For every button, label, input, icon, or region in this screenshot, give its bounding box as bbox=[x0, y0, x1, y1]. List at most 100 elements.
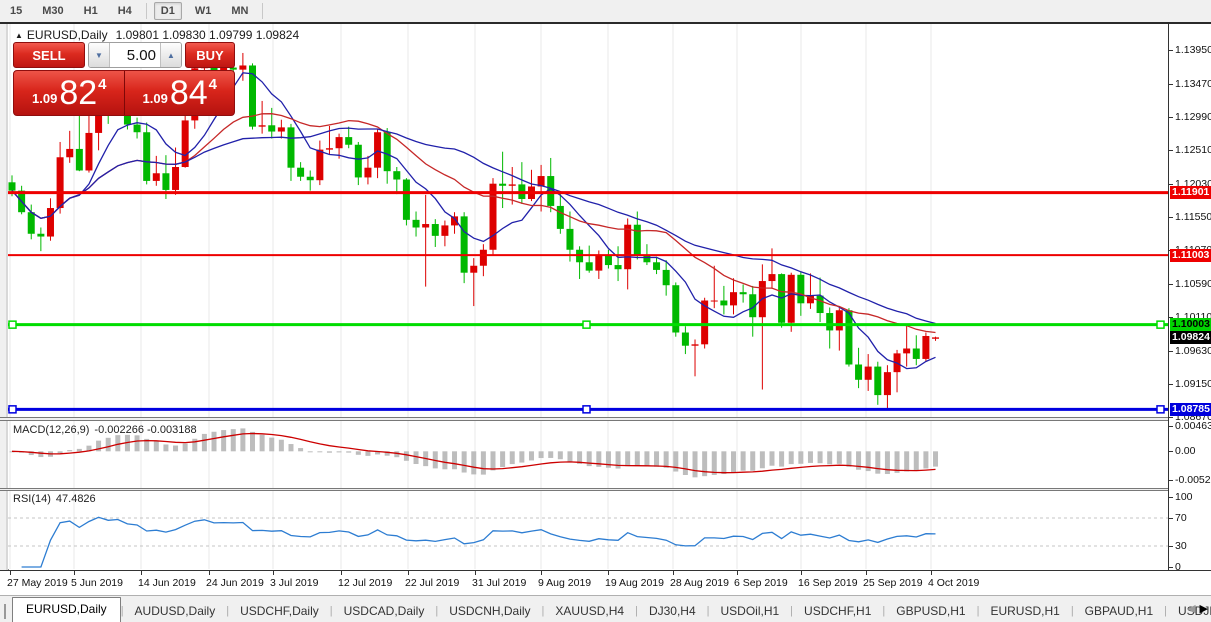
tab-gbpaud-h1[interactable]: GBPAUD,H1 bbox=[1084, 604, 1154, 618]
collapse-icon[interactable]: ▲ bbox=[15, 31, 23, 40]
macd-bar bbox=[221, 430, 227, 452]
candle-body bbox=[8, 182, 16, 191]
tab-dj30-h4[interactable]: DJ30,H4 bbox=[648, 604, 696, 618]
moving-average-line[interactable] bbox=[11, 127, 936, 325]
macd-bar bbox=[365, 451, 371, 456]
candle-body bbox=[181, 120, 189, 168]
price-tick-mark bbox=[1169, 183, 1173, 185]
tab-audusd-daily[interactable]: AUDUSD,Daily bbox=[134, 604, 216, 618]
rsi-tick-mark bbox=[1169, 567, 1173, 568]
rsi-pane[interactable] bbox=[8, 491, 1168, 569]
line-handle[interactable] bbox=[582, 405, 591, 414]
price-axis[interactable]: 1.13950 1.13470 1.12990 1.12510 1.12030 1.115… bbox=[1168, 24, 1211, 570]
price-tick-mark bbox=[1169, 383, 1173, 385]
rsi-tick-mark bbox=[1169, 497, 1173, 498]
tabs-grip[interactable] bbox=[4, 604, 6, 619]
candle-body bbox=[268, 125, 276, 132]
macd-tick-mark bbox=[1169, 480, 1173, 482]
tab-scroll-left-icon[interactable]: ◀ bbox=[1187, 603, 1196, 615]
macd-bar bbox=[326, 451, 332, 453]
timeframe-button-w1[interactable]: W1 bbox=[194, 5, 212, 17]
timeframe-button-h4[interactable]: H4 bbox=[117, 5, 132, 17]
sell-button[interactable]: SELL bbox=[13, 42, 85, 68]
date-axis[interactable]: 27 May 2019 5 Jun 2019 14 Jun 2019 24 Jun 2… bbox=[0, 570, 1211, 595]
chart-title: ▲ EURUSD,Daily 1.09801 1.09830 1.09799 1.0… bbox=[15, 28, 299, 42]
candle-body bbox=[614, 265, 622, 270]
candle-body bbox=[306, 176, 314, 181]
volume-decrease-icon[interactable]: ▼ bbox=[89, 43, 110, 67]
macd-bar bbox=[240, 428, 246, 452]
sell-price[interactable]: 1.09 82 4 bbox=[14, 71, 125, 115]
timeframe-button-mn[interactable]: MN bbox=[231, 5, 249, 17]
macd-bar bbox=[923, 451, 929, 469]
macd-bar bbox=[788, 451, 794, 465]
candle-body bbox=[903, 348, 911, 354]
macd-bar bbox=[807, 451, 813, 463]
line-handle[interactable] bbox=[8, 405, 17, 414]
date-tick-label: 14 Jun 2019 bbox=[138, 577, 196, 589]
macd-pane[interactable] bbox=[8, 421, 1168, 488]
candles bbox=[8, 43, 940, 410]
macd-bar bbox=[740, 451, 746, 471]
date-tick-label: 24 Jun 2019 bbox=[206, 577, 264, 589]
price-badge: 1.08785 bbox=[1170, 402, 1211, 416]
buy-button[interactable]: BUY bbox=[185, 42, 235, 68]
candle-body bbox=[749, 294, 757, 318]
line-handle[interactable] bbox=[8, 320, 17, 329]
tab-xauusd-h4[interactable]: XAUUSD,H4 bbox=[555, 604, 625, 618]
date-tick-label: 3 Jul 2019 bbox=[270, 577, 319, 589]
buy-price-sup: 4 bbox=[208, 75, 217, 93]
macd-bar bbox=[471, 451, 477, 475]
timeframe-button-h1[interactable]: H1 bbox=[83, 5, 98, 17]
volume-input[interactable] bbox=[110, 43, 160, 67]
macd-bar bbox=[461, 451, 467, 473]
macd-bar bbox=[884, 451, 890, 475]
line-handle[interactable] bbox=[1156, 405, 1165, 414]
rsi-tick-label: 100 bbox=[1175, 491, 1193, 503]
moving-average-line[interactable] bbox=[11, 72, 936, 370]
timeframe-button-m30[interactable]: M30 bbox=[42, 5, 64, 17]
candle-body bbox=[66, 148, 74, 158]
pane-splitter[interactable] bbox=[0, 417, 1211, 421]
tab-scroll-right-icon[interactable]: ▶ bbox=[1199, 603, 1208, 615]
candle-body bbox=[499, 183, 507, 186]
volume-increase-icon[interactable]: ▲ bbox=[160, 43, 181, 67]
tab-usdcnh-daily[interactable]: USDCNH,Daily bbox=[449, 604, 531, 618]
tab-usdchf-daily[interactable]: USDCHF,Daily bbox=[240, 604, 319, 618]
tab-eurusd-h1[interactable]: EURUSD,H1 bbox=[990, 604, 1060, 618]
price-tick-mark bbox=[1169, 317, 1173, 319]
tab-usdjp[interactable]: USDJP bbox=[1178, 604, 1211, 618]
macd-bar bbox=[480, 451, 486, 475]
macd-bar bbox=[346, 451, 352, 453]
candle-body bbox=[162, 173, 170, 190]
tab-separator: | bbox=[435, 605, 439, 617]
date-tick-label: 5 Jun 2019 bbox=[71, 577, 123, 589]
tab-eurusd-daily[interactable]: EURUSD,Daily bbox=[12, 597, 121, 622]
macd-bar bbox=[769, 451, 775, 466]
tab-usdoil-h1[interactable]: USDOil,H1 bbox=[720, 604, 780, 618]
candle-body bbox=[325, 148, 333, 150]
one-click-trading-panel: SELL ▼ ▲ BUY 1.09 82 4 1.09 84 4 bbox=[13, 42, 235, 116]
line-handle[interactable] bbox=[1156, 320, 1165, 329]
candle-body bbox=[816, 295, 824, 314]
macd-tick-label: 0.00463 bbox=[1175, 420, 1211, 433]
price-tick-mark bbox=[1169, 350, 1173, 352]
tab-usdcad-daily[interactable]: USDCAD,Daily bbox=[343, 604, 425, 618]
macd-bar bbox=[702, 451, 708, 477]
timeframe-button-15[interactable]: 15 bbox=[10, 5, 23, 17]
candle-body bbox=[797, 274, 805, 304]
sell-price-sup: 4 bbox=[98, 75, 107, 93]
candle-body bbox=[172, 167, 180, 190]
candle-body bbox=[643, 254, 651, 263]
tab-usdchf-h1[interactable]: USDCHF,H1 bbox=[804, 604, 872, 618]
buy-price-big: 84 bbox=[169, 74, 208, 112]
macd-bar bbox=[779, 451, 785, 467]
timeframe-button-d1[interactable]: D1 bbox=[153, 2, 182, 20]
date-tick-label: 31 Jul 2019 bbox=[472, 577, 527, 589]
pane-splitter[interactable] bbox=[0, 488, 1211, 491]
grid-lines bbox=[9, 24, 932, 417]
line-handle[interactable] bbox=[582, 320, 591, 329]
buy-price[interactable]: 1.09 84 4 bbox=[125, 71, 235, 115]
tab-gbpusd-h1[interactable]: GBPUSD,H1 bbox=[896, 604, 966, 618]
macd-bar bbox=[894, 451, 900, 473]
